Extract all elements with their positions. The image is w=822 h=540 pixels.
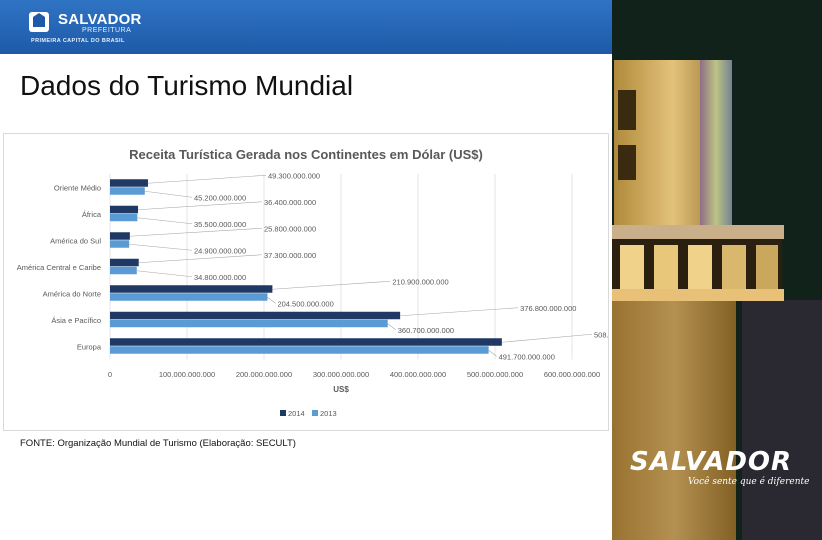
bar-2014 <box>110 311 401 320</box>
x-tick-label: 200.000.000.000 <box>236 370 292 379</box>
data-label: 37.300.000.000 <box>264 251 316 260</box>
logo-subtitle: PREFEITURA <box>82 27 132 34</box>
logo-name: SALVADOR <box>58 11 142 28</box>
bar-2013 <box>110 293 268 301</box>
label-leader <box>272 280 391 290</box>
label-leader <box>138 254 263 264</box>
source-note: FONTE: Organização Mundial de Turismo (E… <box>20 438 296 449</box>
lighthouse-photo <box>612 0 822 540</box>
bar-2014 <box>110 258 139 267</box>
lighthouse-illustration <box>612 0 822 540</box>
data-label: 45.200.000.000 <box>194 193 246 202</box>
label-leader <box>144 190 193 198</box>
bar-2013 <box>110 213 138 222</box>
bar-2014 <box>110 338 502 346</box>
category-label: Europa <box>77 342 102 351</box>
bar-2014 <box>110 205 139 214</box>
label-leader <box>488 350 497 357</box>
legend-label: 2013 <box>320 409 337 418</box>
label-leader <box>147 174 266 184</box>
data-label: 35.500.000.000 <box>194 220 246 229</box>
data-label: 24.900.000.000 <box>194 246 246 255</box>
data-label: 491.700.000.000 <box>499 352 555 361</box>
label-leader <box>137 217 193 225</box>
bar-2014 <box>110 285 273 293</box>
category-label: Oriente Médio <box>54 183 101 192</box>
brand-slogan: Você sente que é diferente <box>688 477 810 487</box>
logo-tagline: PRIMEIRA CAPITAL DO BRASIL <box>31 38 125 44</box>
data-label: 508.900.000.000 <box>594 330 608 339</box>
x-tick-label: 300.000.000.000 <box>313 370 369 379</box>
x-axis-title: US$ <box>333 385 349 394</box>
category-label: Ásia e Pacífico <box>51 316 101 325</box>
label-leader <box>387 323 396 330</box>
data-label: 204.500.000.000 <box>277 299 333 308</box>
data-label: 360.700.000.000 <box>398 326 454 335</box>
legend-swatch-2013 <box>312 410 318 416</box>
bar-2013 <box>110 266 137 275</box>
bar-2013 <box>110 187 145 195</box>
category-label: América do Norte <box>43 289 101 298</box>
data-label: 49.300.000.000 <box>268 171 320 180</box>
bar-2013 <box>110 240 130 248</box>
category-label: América Central e Caribe <box>17 263 101 272</box>
category-label: África <box>82 210 102 219</box>
legend-label: 2014 <box>288 409 305 418</box>
label-leader <box>129 243 193 251</box>
label-leader <box>136 270 193 278</box>
x-tick-label: 400.000.000.000 <box>390 370 446 379</box>
page-title: Dados do Turismo Mundial <box>20 70 354 101</box>
label-leader <box>129 227 263 237</box>
bar-2014 <box>110 232 130 240</box>
brand-logo: SALVADOR <box>630 447 793 477</box>
chart-container: Receita Turística Gerada nos Continentes… <box>3 133 609 431</box>
x-tick-label: 100.000.000.000 <box>159 370 215 379</box>
x-tick-label: 600.000.000.000 <box>544 370 600 379</box>
data-label: 34.800.000.000 <box>194 273 246 282</box>
x-tick-label: 0 <box>108 370 112 379</box>
label-leader <box>138 201 263 211</box>
label-leader <box>267 297 276 304</box>
bar-2013 <box>110 319 388 328</box>
bar-2013 <box>110 346 489 354</box>
x-tick-label: 500.000.000.000 <box>467 370 523 379</box>
data-label: 376.800.000.000 <box>520 304 576 313</box>
legend-swatch-2014 <box>280 410 286 416</box>
label-leader <box>400 307 519 317</box>
label-leader <box>501 333 593 343</box>
header-bar: SALVADOR PREFEITURA PRIMEIRA CAPITAL DO … <box>0 0 612 54</box>
data-label: 36.400.000.000 <box>264 198 316 207</box>
bar-2014 <box>110 179 148 187</box>
category-label: América do Sul <box>50 236 101 245</box>
bar-chart: Receita Turística Gerada nos Continentes… <box>17 147 608 418</box>
chart-title: Receita Turística Gerada nos Continentes… <box>129 147 483 162</box>
data-label: 25.800.000.000 <box>264 224 316 233</box>
city-crest-icon <box>29 12 49 32</box>
data-label: 210.900.000.000 <box>392 277 448 286</box>
